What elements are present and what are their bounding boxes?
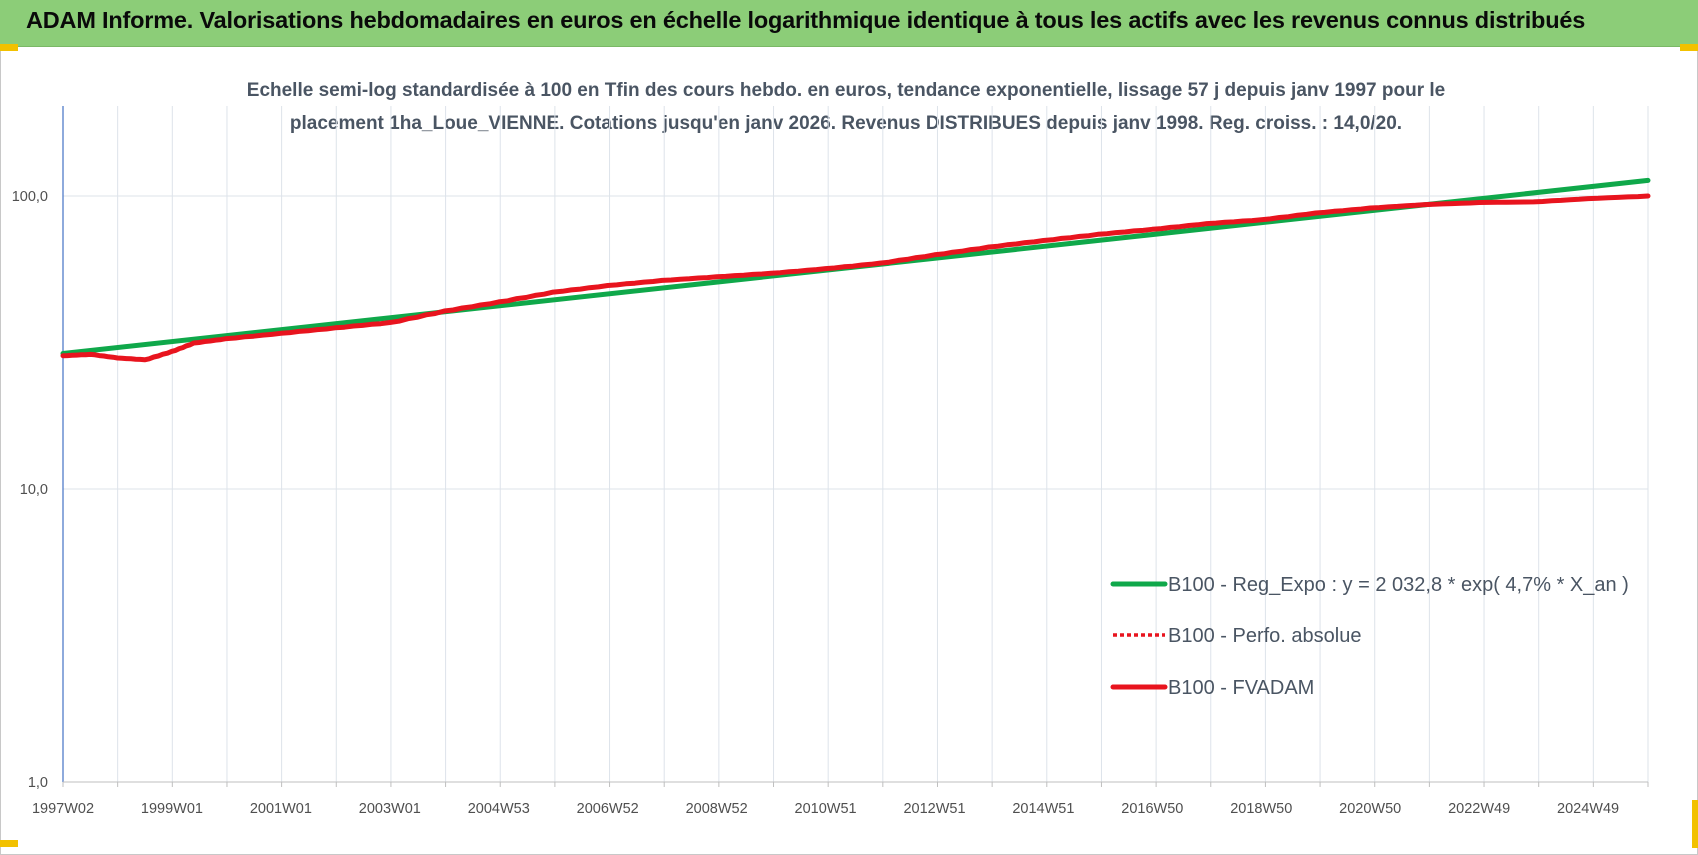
x-tick-label: 1997W02	[32, 801, 94, 817]
x-tick-label: 1999W01	[141, 801, 203, 817]
corner-marker-bottom-right	[1692, 800, 1698, 848]
legend-label: B100 - Perfo. absolue	[1168, 625, 1361, 647]
chart-subtitle-line2: placement 1ha_Loue_VIENNE. Cotations jus…	[290, 113, 1402, 134]
x-tick-label: 2018W50	[1230, 801, 1292, 817]
x-tick-label: 2020W50	[1339, 801, 1401, 817]
x-tick-label: 2001W01	[250, 801, 312, 817]
axes: 1,0 10,0 100,0 1997W02 1999W01 2001W01 2003W01…	[12, 106, 1649, 817]
header-bar: ADAM Informe. Valorisations hebdomadaire…	[0, 0, 1698, 47]
x-tick-label: 2012W51	[903, 801, 965, 817]
x-tick-label: 2016W50	[1121, 801, 1183, 817]
corner-marker-top-left	[0, 44, 18, 51]
legend: B100 - Reg_Expo : y = 2 032,8 * exp( 4,7…	[1110, 574, 1629, 699]
x-tick-label: 2024W49	[1557, 801, 1619, 817]
x-tick-label: 2004W53	[468, 801, 530, 817]
corner-marker-top-right	[1680, 44, 1698, 51]
grid	[63, 106, 1649, 783]
y-tick-label: 10,0	[20, 482, 48, 498]
y-tick-label: 1,0	[28, 775, 48, 791]
x-tick-label: 2010W51	[795, 801, 857, 817]
series-line-2	[60, 193, 1651, 363]
x-tick-label: 2014W51	[1012, 801, 1074, 817]
series	[60, 177, 1651, 363]
chart-subtitle-line1: Echelle semi-log standardisée à 100 en T…	[247, 80, 1445, 101]
y-tick-label: 100,0	[12, 189, 48, 205]
x-tick-label: 2006W52	[577, 801, 639, 817]
legend-label: B100 - Reg_Expo : y = 2 032,8 * exp( 4,7…	[1168, 574, 1629, 596]
x-tick-label: 2003W01	[359, 801, 421, 817]
header-title: ADAM Informe. Valorisations hebdomadaire…	[26, 7, 1586, 33]
x-tick-label: 2022W49	[1448, 801, 1510, 817]
x-tick-label: 2008W52	[686, 801, 748, 817]
legend-label: B100 - FVADAM	[1168, 677, 1314, 699]
corner-marker-bottom-left	[0, 840, 18, 847]
